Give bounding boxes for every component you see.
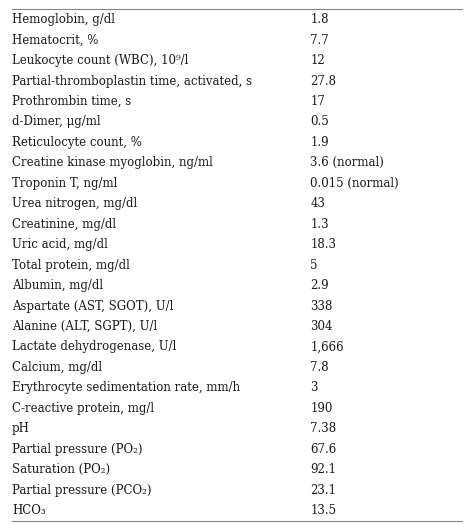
Text: Albumin, mg/dl: Albumin, mg/dl [12, 279, 103, 292]
Text: Creatinine, mg/dl: Creatinine, mg/dl [12, 218, 116, 230]
Text: Hematocrit, %: Hematocrit, % [12, 34, 98, 47]
Text: Aspartate (AST, SGOT), U/l: Aspartate (AST, SGOT), U/l [12, 300, 173, 312]
Text: Prothrombin time, s: Prothrombin time, s [12, 95, 131, 108]
Text: 1.8: 1.8 [310, 13, 329, 26]
Text: 2.9: 2.9 [310, 279, 329, 292]
Text: 1.3: 1.3 [310, 218, 329, 230]
Text: 18.3: 18.3 [310, 238, 337, 251]
Text: 0.015 (normal): 0.015 (normal) [310, 177, 399, 190]
Text: Leukocyte count (WBC), 10⁹/l: Leukocyte count (WBC), 10⁹/l [12, 54, 188, 67]
Text: Uric acid, mg/dl: Uric acid, mg/dl [12, 238, 108, 251]
Text: 13.5: 13.5 [310, 504, 337, 517]
Text: d-Dimer, μg/ml: d-Dimer, μg/ml [12, 116, 100, 129]
Text: 7.8: 7.8 [310, 361, 329, 374]
Text: 17: 17 [310, 95, 325, 108]
Text: pH: pH [12, 422, 30, 435]
Text: Lactate dehydrogenase, U/l: Lactate dehydrogenase, U/l [12, 340, 176, 353]
Text: 67.6: 67.6 [310, 443, 337, 456]
Text: 27.8: 27.8 [310, 75, 337, 88]
Text: 338: 338 [310, 300, 333, 312]
Text: Hemoglobin, g/dl: Hemoglobin, g/dl [12, 13, 115, 26]
Text: Partial-thromboplastin time, activated, s: Partial-thromboplastin time, activated, … [12, 75, 252, 88]
Text: 7.38: 7.38 [310, 422, 337, 435]
Text: 43: 43 [310, 197, 326, 211]
Text: HCO₃: HCO₃ [12, 504, 46, 517]
Text: 304: 304 [310, 320, 333, 333]
Text: Erythrocyte sedimentation rate, mm/h: Erythrocyte sedimentation rate, mm/h [12, 381, 240, 394]
Text: Urea nitrogen, mg/dl: Urea nitrogen, mg/dl [12, 197, 137, 211]
Text: 7.7: 7.7 [310, 34, 329, 47]
Text: 5: 5 [310, 259, 318, 271]
Text: Total protein, mg/dl: Total protein, mg/dl [12, 259, 130, 271]
Text: Saturation (PO₂): Saturation (PO₂) [12, 463, 110, 476]
Text: 3: 3 [310, 381, 318, 394]
Text: Reticulocyte count, %: Reticulocyte count, % [12, 136, 142, 149]
Text: Troponin T, ng/ml: Troponin T, ng/ml [12, 177, 117, 190]
Text: 1.9: 1.9 [310, 136, 329, 149]
Text: Partial pressure (PO₂): Partial pressure (PO₂) [12, 443, 142, 456]
Text: 0.5: 0.5 [310, 116, 329, 129]
Text: Partial pressure (PCO₂): Partial pressure (PCO₂) [12, 484, 151, 497]
Text: Calcium, mg/dl: Calcium, mg/dl [12, 361, 102, 374]
Text: 3.6 (normal): 3.6 (normal) [310, 156, 384, 170]
Text: Creatine kinase myoglobin, ng/ml: Creatine kinase myoglobin, ng/ml [12, 156, 213, 170]
Text: 92.1: 92.1 [310, 463, 337, 476]
Text: C-reactive protein, mg/l: C-reactive protein, mg/l [12, 402, 154, 415]
Text: 190: 190 [310, 402, 333, 415]
Text: 23.1: 23.1 [310, 484, 337, 497]
Text: 1,666: 1,666 [310, 340, 344, 353]
Text: Alanine (ALT, SGPT), U/l: Alanine (ALT, SGPT), U/l [12, 320, 157, 333]
Text: 12: 12 [310, 54, 325, 67]
